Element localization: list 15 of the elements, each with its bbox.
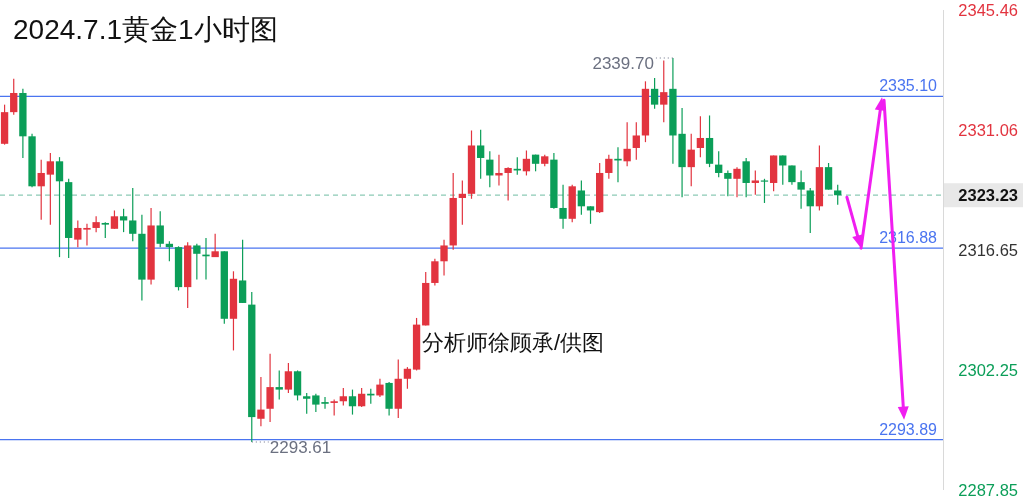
- title: 2024.7.1黄金1小时图: [13, 13, 278, 45]
- ref-line-label: 2293.89: [879, 420, 938, 438]
- ref-line-label: 2323.23: [958, 186, 1018, 205]
- ref-line-label: 2335.10: [879, 77, 938, 95]
- price-tag: 2323.23: [944, 183, 1023, 208]
- y-tick-label: 2302.25: [958, 361, 1018, 380]
- y-tick-label: 2331.06: [958, 120, 1018, 139]
- y-tick-label: 2287.85: [958, 481, 1018, 498]
- annotation: 2339.70: [592, 54, 674, 73]
- y-tick-label: 2316.65: [958, 241, 1018, 260]
- annotation: 2293.61: [251, 438, 332, 457]
- annotation: 2339.70: [592, 53, 654, 73]
- y-tick-label: 2345.46: [958, 1, 1018, 19]
- annotation: 分析师徐顾承/供图: [422, 329, 605, 355]
- annotation: 2293.61: [269, 438, 332, 458]
